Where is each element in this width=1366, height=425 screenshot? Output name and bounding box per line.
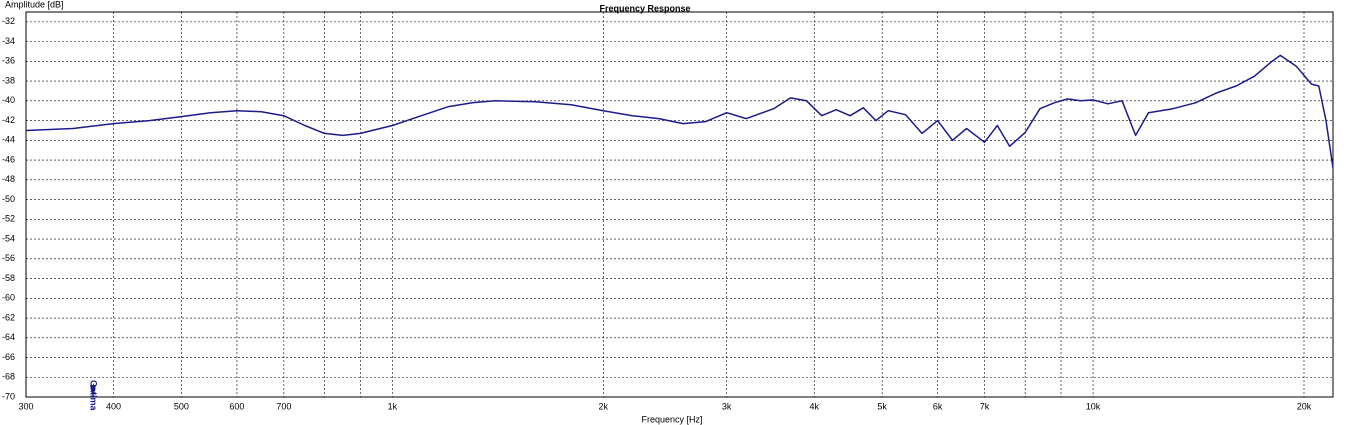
x-axis-label: Frequency [Hz] [641,414,702,424]
x-tick-label: 2k [599,401,609,411]
x-tick-label: 1k [388,401,398,411]
x-tick-label: 4k [809,401,819,411]
x-tick-label: 10k [1086,401,1101,411]
y-axis-label: Amplitude [dB] [5,0,64,9]
y-tick-label: -56 [2,253,15,263]
y-tick-label: -70 [2,391,15,401]
y-tick-label: -34 [2,36,15,46]
y-tick-label: -36 [2,56,15,66]
x-tick-label: 400 [106,401,121,411]
y-tick-label: -38 [2,75,15,85]
x-tick-label: 7k [980,401,990,411]
x-tick-label: 500 [174,401,189,411]
y-tick-label: -54 [2,233,15,243]
y-tick-label: -44 [2,135,15,145]
x-tick-label: 5k [877,401,887,411]
plot-border [25,11,1334,398]
y-tick-label: -66 [2,352,15,362]
y-tick-label: -42 [2,115,15,125]
response-line [25,54,1334,169]
x-tick-label: 20k [1297,401,1312,411]
x-tick-label: 3k [722,401,732,411]
y-tick-label: -58 [2,273,15,283]
y-tick-label: -68 [2,372,15,382]
y-tick-label: -52 [2,214,15,224]
y-tick-label: -40 [2,95,15,105]
y-tick-label: -50 [2,194,15,204]
annotation: Gatima [89,380,99,412]
x-tick-label: 600 [229,401,244,411]
y-tick-label: -60 [2,293,15,303]
x-tick-label: 700 [276,401,291,411]
x-tick-label: 300 [18,401,33,411]
x-tick-label: 6k [933,401,943,411]
y-tick-label: -62 [2,312,15,322]
annotation-marker [90,385,96,398]
y-tick-label: -64 [2,332,15,342]
chart-title: Frequency Response [599,3,690,13]
y-tick-label: -48 [2,174,15,184]
y-tick-label: -32 [2,16,15,26]
y-tick-label: -46 [2,154,15,164]
